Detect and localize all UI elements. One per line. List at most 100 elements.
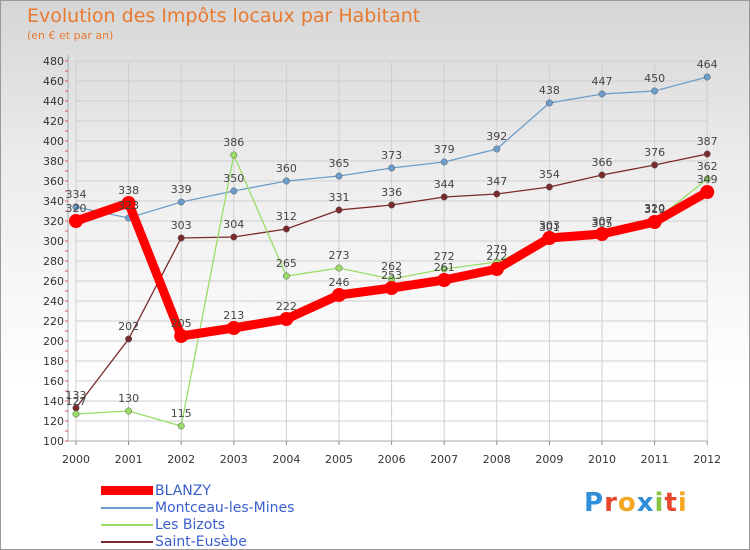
data-point-montceau-les-mines <box>440 158 448 166</box>
data-label-blanzy: 246 <box>329 276 350 289</box>
y-tick-label: 260 <box>43 275 64 288</box>
data-point-montceau-les-mines <box>177 198 185 206</box>
data-label-blanzy: 303 <box>539 219 560 232</box>
x-tick-label: 2009 <box>535 453 563 466</box>
data-point-montceau-les-mines <box>598 90 606 98</box>
data-label-les-bizots: 262 <box>381 260 402 273</box>
data-label-les-bizots: 273 <box>329 249 350 262</box>
y-tick-label: 460 <box>43 75 64 88</box>
data-point-les-bizots <box>282 272 290 280</box>
data-label-montceau-les-mines: 464 <box>697 58 718 71</box>
data-point-les-bizots <box>440 265 448 273</box>
data-point-blanzy <box>437 273 452 287</box>
y-tick-label: 240 <box>43 295 64 308</box>
x-tick-label: 2002 <box>167 453 195 466</box>
data-point-saint-eus-be <box>177 234 185 242</box>
x-tick-label: 2010 <box>588 453 616 466</box>
y-tick-label: 140 <box>43 395 64 408</box>
data-label-blanzy: 338 <box>118 184 139 197</box>
grid <box>75 60 708 442</box>
data-label-blanzy: 261 <box>434 261 455 274</box>
data-label-montceau-les-mines: 379 <box>434 143 455 156</box>
data-point-blanzy <box>121 196 136 210</box>
data-label-montceau-les-mines: 350 <box>223 172 244 185</box>
data-point-saint-eus-be <box>230 233 238 241</box>
x-tick-label: 2005 <box>325 453 353 466</box>
data-point-saint-eus-be <box>440 193 448 201</box>
x-tick-label: 2000 <box>62 453 90 466</box>
data-point-montceau-les-mines <box>703 73 711 81</box>
y-tick-label: 100 <box>43 435 64 448</box>
data-point-montceau-les-mines <box>282 177 290 185</box>
data-label-les-bizots: 265 <box>276 257 297 270</box>
data-label-montceau-les-mines: 365 <box>329 157 350 170</box>
legend-label-saint-eusebe: Saint-Eusèbe <box>155 534 247 550</box>
data-label-blanzy: 205 <box>171 317 192 330</box>
y-tick-label: 180 <box>43 355 64 368</box>
data-label-blanzy: 349 <box>697 173 718 186</box>
legend-label-montceau: Montceau-les-Mines <box>155 500 295 516</box>
y-tick-label: 300 <box>43 235 64 248</box>
data-point-blanzy <box>384 281 399 295</box>
data-point-montceau-les-mines <box>545 99 553 107</box>
logo-letter: P <box>584 488 605 518</box>
data-label-montceau-les-mines: 438 <box>539 84 560 97</box>
x-tick-label: 2003 <box>220 453 248 466</box>
data-point-saint-eus-be <box>651 161 659 169</box>
y-tick-label: 480 <box>43 55 64 68</box>
data-point-blanzy <box>332 288 346 302</box>
axes: 1001201401601802002202402602803003203403… <box>43 55 721 466</box>
data-label-blanzy: 222 <box>276 300 297 313</box>
data-point-saint-eus-be <box>388 201 396 209</box>
chart-subtitle: (en € et par an) <box>27 29 114 42</box>
data-point-saint-eus-be <box>598 171 606 179</box>
logo-letter: x <box>636 488 655 518</box>
data-point-les-bizots <box>230 151 238 159</box>
y-tick-label: 200 <box>43 335 64 348</box>
x-tick-label: 2008 <box>483 453 511 466</box>
data-point-saint-eus-be <box>703 150 711 158</box>
proxiti-logo: Proxiti <box>584 488 688 518</box>
y-tick-label: 400 <box>43 135 64 148</box>
data-point-les-bizots <box>703 175 711 183</box>
data-label-montceau-les-mines: 323 <box>118 199 139 212</box>
data-label-blanzy: 307 <box>592 215 613 228</box>
data-label-saint-eus-be: 347 <box>486 175 507 188</box>
data-label-les-bizots: 130 <box>118 392 139 405</box>
data-point-les-bizots <box>125 407 133 415</box>
data-label-saint-eus-be: 344 <box>434 178 455 191</box>
data-point-les-bizots <box>177 422 185 430</box>
legend-swatch-montceau <box>101 507 153 509</box>
logo-letter: i <box>654 488 665 518</box>
y-tick-label: 220 <box>43 315 64 328</box>
data-label-les-bizots: 362 <box>697 160 718 173</box>
data-point-montceau-les-mines <box>493 145 501 153</box>
y-tick-label: 440 <box>43 95 64 108</box>
y-tick-label: 160 <box>43 375 64 388</box>
data-label-montceau-les-mines: 334 <box>66 188 87 201</box>
data-label-blanzy: 319 <box>644 203 665 216</box>
data-point-saint-eus-be <box>282 225 290 233</box>
data-label-blanzy: 213 <box>223 309 244 322</box>
y-tick-label: 120 <box>43 415 64 428</box>
y-tick-label: 340 <box>43 195 64 208</box>
data-point-montceau-les-mines <box>230 187 238 195</box>
logo-letter: t <box>664 488 678 518</box>
data-label-les-bizots: 305 <box>592 217 613 230</box>
logo-letter: o <box>617 488 637 518</box>
data-label-saint-eus-be: 366 <box>592 156 613 169</box>
data-point-saint-eus-be <box>335 206 343 214</box>
data-label-montceau-les-mines: 392 <box>486 130 507 143</box>
data-label-saint-eus-be: 354 <box>539 168 560 181</box>
data-label-saint-eus-be: 387 <box>697 135 718 148</box>
data-label-saint-eus-be: 336 <box>381 186 402 199</box>
data-label-saint-eus-be: 376 <box>644 146 665 159</box>
legend-label-blanzy: BLANZY <box>155 483 211 499</box>
y-tick-label: 420 <box>43 115 64 128</box>
data-label-les-bizots: 320 <box>644 202 665 215</box>
data-point-blanzy <box>647 215 662 229</box>
data-label-les-bizots: 279 <box>486 243 507 256</box>
